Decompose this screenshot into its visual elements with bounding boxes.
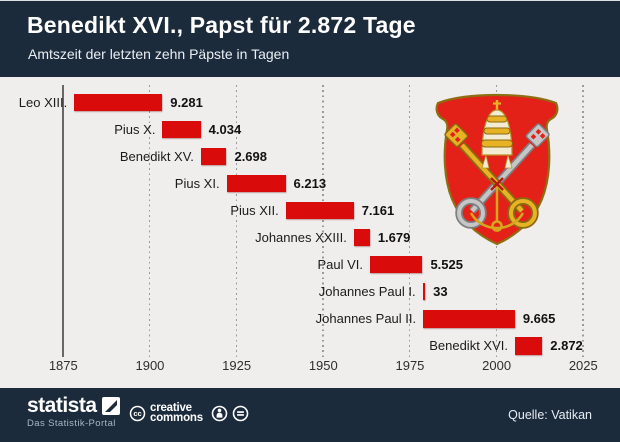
statista-logo-mark-icon [101,397,120,415]
pope-days-value: 5.525 [430,256,463,272]
footer: statista Das Statistik-Portal cc creativ… [0,388,620,442]
pope-name: Pius X. [114,121,156,137]
pope-bar [353,228,370,247]
gridline [235,85,238,357]
gridline [322,85,324,357]
pope-bar [515,337,543,355]
statista-logo[interactable]: statista Das Statistik-Portal [27,394,120,429]
axis-tick-label: 2000 [482,358,512,373]
pope-days-value: 33 [433,283,448,299]
pope-days-value: 2.872 [550,338,583,354]
pope-name: Pius XII. [230,202,279,218]
pope-name: Benedikt XV. [119,148,194,164]
pope-name: Johannes Paul I. [318,283,416,299]
header: Benedikt XVI., Papst für 2.872 Tage Amts… [0,1,620,77]
pope-name: Leo XIII. [18,94,68,110]
pope-bar [74,93,163,111]
pope-name: Pius XI. [174,175,220,191]
pope-days-value: 7.161 [361,202,395,218]
chart-area: 1875 1900 1925 1950 1975 2000 2025 Leo XIII. 9.2… [0,77,620,388]
statista-tagline: Das Statistik-Portal [27,418,116,429]
pope-name: Paul VI. [317,256,363,272]
axis-tick-label: 1900 [135,358,165,373]
pope-bar [162,120,201,139]
axis-baseline [62,85,65,357]
cc-wordmark: creative commons [150,402,203,424]
svg-text:cc: cc [133,409,141,418]
pope-days-value: 6.213 [293,175,327,191]
pope-bar [422,282,426,301]
page-title: Benedikt XVI., Papst für 2.872 Tage [27,12,416,38]
vatican-coat-of-arms [435,93,559,246]
pope-name: Benedikt XVI. [429,338,508,354]
gridline [408,85,411,357]
pope-bar [369,255,423,274]
pope-days-value: 4.034 [208,121,242,137]
pope-bar [285,201,354,220]
page-subtitle: Amtszeit der letzten zehn Päpste in Tage… [28,46,290,62]
pope-days-value: 9.281 [170,94,203,110]
cc-license[interactable]: cc creative commons [129,402,249,424]
axis-tick-label: 1875 [48,358,78,373]
pope-name: Johannes XXIII. [255,229,347,245]
pope-bar [226,174,286,193]
pope-name: Johannes Paul II. [315,311,417,327]
axis-tick-label: 1925 [222,358,252,373]
pope-bar [423,310,515,328]
pope-days-value: 2.698 [234,148,268,164]
gridline [582,85,584,357]
axis-tick-label: 1950 [308,358,338,373]
pope-days-value: 9.665 [522,311,556,327]
statista-wordmark: statista [27,394,97,417]
source-label: Quelle: Vatikan [508,408,592,422]
gridline [148,85,151,357]
cc-no-derivatives-icon [232,405,249,421]
cc-attribution-icon [211,405,228,421]
axis-tick-label: 2025 [568,358,598,373]
pope-days-value: 1.679 [377,229,411,245]
cc-logo-icon: cc [129,405,146,421]
axis-tick-label: 1975 [395,358,425,373]
pope-bar [200,147,227,166]
